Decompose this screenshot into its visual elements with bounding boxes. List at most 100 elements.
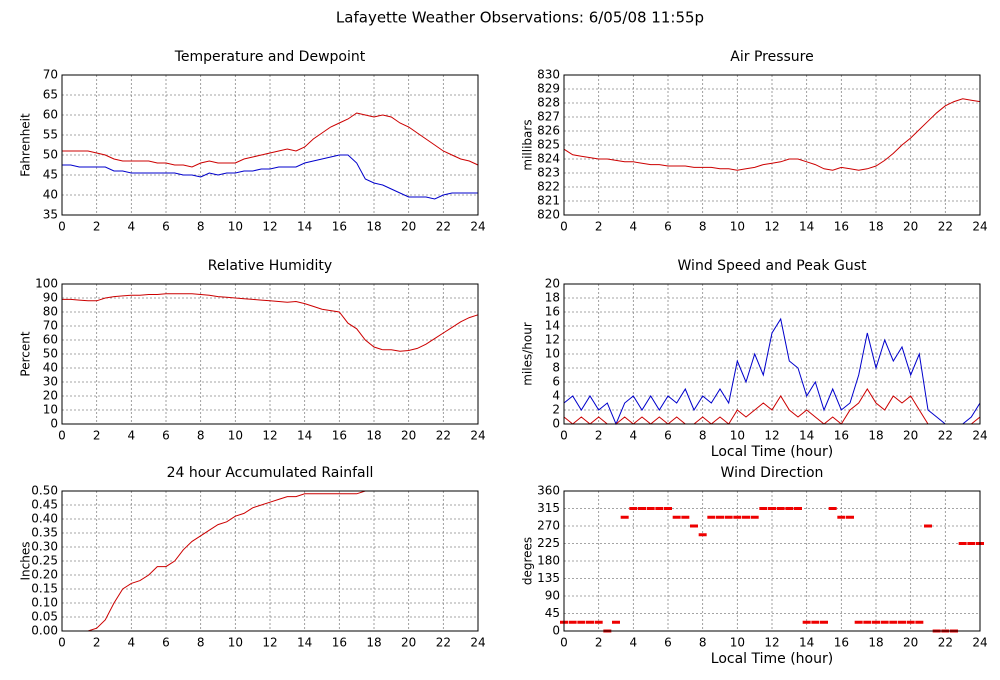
x-tick-label: 2 (595, 636, 603, 650)
data-point (785, 507, 794, 510)
y-tick-label: 0.00 (31, 624, 58, 638)
data-point (811, 620, 820, 624)
x-tick-label: 0 (58, 636, 66, 650)
data-line (62, 154, 478, 200)
x-tick-label: 4 (128, 636, 136, 650)
y-tick-label: 0 (552, 417, 560, 431)
x-tick-label: 22 (938, 429, 953, 443)
data-point (837, 515, 846, 519)
x-tick-label: 6 (162, 636, 170, 650)
x-tick-label: 16 (332, 429, 347, 443)
y-tick-label: 40 (43, 361, 58, 375)
data-point (690, 524, 698, 528)
data-point (854, 620, 863, 624)
chart-title: 24 hour Accumulated Rainfall (167, 465, 374, 481)
plot-frame (563, 74, 981, 216)
chart-title: Relative Humidity (208, 258, 332, 274)
data-line (563, 317, 981, 426)
y-tick-label: 0.10 (31, 596, 58, 610)
x-tick-label: 0 (560, 220, 568, 234)
data-point (620, 515, 629, 519)
y-tick-label: 270 (537, 519, 560, 533)
x-tick-label: 16 (332, 636, 347, 650)
x-tick-label: 6 (162, 429, 170, 443)
y-tick-label: 827 (537, 110, 560, 124)
y-tick-label: 0 (552, 624, 560, 638)
y-tick-label: 50 (43, 347, 58, 361)
data-point (863, 620, 872, 624)
data-point (629, 507, 638, 510)
plot-frame (563, 283, 981, 425)
y-tick-label: 360 (537, 484, 560, 498)
x-tick-label: 8 (197, 429, 205, 443)
x-tick-label: 14 (799, 636, 814, 650)
x-tick-label: 4 (630, 429, 638, 443)
y-tick-label: 45 (43, 168, 58, 182)
x-tick-label: 4 (128, 429, 136, 443)
y-tick-label: 40 (43, 188, 58, 202)
data-point (672, 515, 681, 519)
x-tick-label: 24 (972, 429, 987, 443)
y-tick-label: 0.30 (31, 540, 58, 554)
data-point (898, 620, 906, 624)
y-tick-label: 10 (43, 403, 58, 417)
y-tick-label: 16 (545, 305, 560, 319)
x-tick-label: 12 (764, 429, 779, 443)
x-tick-label: 2 (595, 429, 603, 443)
y-tick-label: 315 (537, 501, 560, 515)
x-tick-label: 20 (401, 636, 416, 650)
data-point (889, 620, 898, 624)
chart-panel: Relative HumidityPercent0102030405060708… (19, 258, 486, 443)
x-tick-label: 22 (436, 429, 451, 443)
x-tick-label: 8 (699, 429, 707, 443)
x-tick-label: 4 (630, 220, 638, 234)
x-tick-label: 18 (366, 429, 381, 443)
data-point (681, 515, 690, 519)
x-tick-label: 22 (436, 220, 451, 234)
x-tick-label: 12 (262, 220, 277, 234)
data-point (733, 515, 742, 519)
plot-frame (563, 490, 981, 632)
y-tick-label: 225 (537, 536, 560, 550)
chart-title: Wind Speed and Peak Gust (678, 258, 867, 274)
chart-panel: Air Pressuremillibars8208218228238248258… (521, 49, 988, 234)
data-point (759, 507, 768, 510)
data-point (776, 507, 785, 510)
x-axis-label: Local Time (hour) (711, 651, 833, 667)
x-tick-label: 16 (332, 220, 347, 234)
x-tick-label: 10 (228, 429, 243, 443)
x-tick-label: 12 (764, 220, 779, 234)
x-tick-label: 10 (730, 636, 745, 650)
x-tick-label: 0 (560, 636, 568, 650)
y-tick-label: 0.15 (31, 582, 58, 596)
data-line (563, 98, 981, 171)
x-tick-label: 2 (93, 636, 101, 650)
data-point (880, 620, 889, 624)
data-point (828, 507, 837, 510)
y-tick-label: 135 (537, 571, 560, 585)
y-tick-label: 6 (552, 375, 560, 389)
y-tick-label: 12 (545, 333, 560, 347)
y-tick-label: 826 (537, 124, 560, 138)
y-tick-label: 821 (537, 194, 560, 208)
data-line (62, 112, 479, 168)
data-point (846, 515, 854, 519)
data-point (664, 507, 672, 510)
y-tick-label: 0.40 (31, 512, 58, 526)
chart-panel: Temperature and DewpointFahrenheit354045… (19, 49, 486, 234)
x-tick-label: 22 (938, 636, 953, 650)
y-axis-label: millibars (521, 119, 535, 170)
y-tick-label: 0.45 (31, 498, 58, 512)
data-point (646, 507, 655, 510)
data-line (62, 490, 478, 632)
y-tick-label: 824 (537, 152, 560, 166)
y-tick-label: 60 (43, 333, 58, 347)
x-tick-label: 8 (197, 220, 205, 234)
x-tick-label: 20 (903, 429, 918, 443)
x-tick-label: 10 (228, 220, 243, 234)
y-tick-label: 90 (545, 589, 560, 603)
y-tick-label: 70 (43, 319, 58, 333)
data-point (750, 515, 759, 519)
data-point (906, 620, 915, 624)
y-tick-label: 830 (537, 68, 560, 82)
